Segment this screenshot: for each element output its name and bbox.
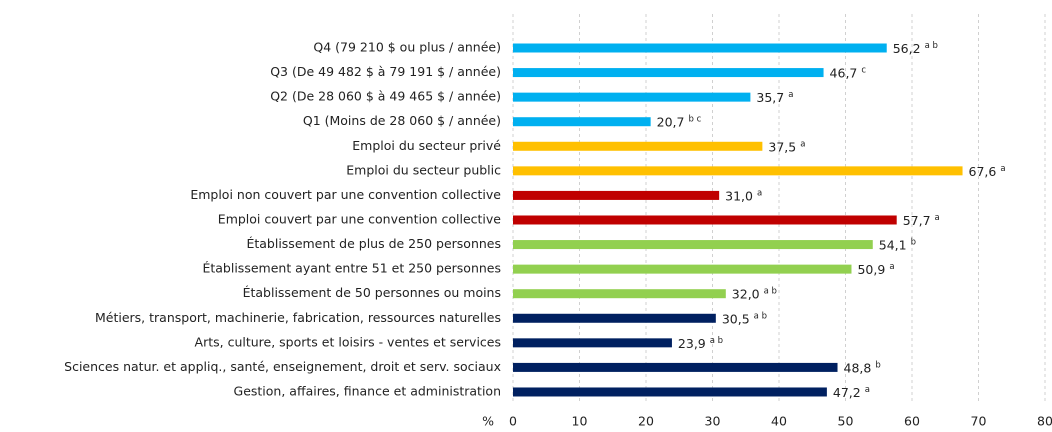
value-label-note: b c bbox=[688, 114, 701, 124]
x-tick-label: 70 bbox=[971, 414, 987, 429]
y-tick-label: Emploi du secteur privé bbox=[352, 138, 501, 153]
value-label: 67,6 a bbox=[969, 163, 1006, 178]
value-label-number: 23,9 bbox=[678, 335, 706, 350]
value-label: 47,2 a bbox=[833, 384, 870, 399]
bar bbox=[513, 141, 763, 151]
value-label: 35,7 a bbox=[756, 90, 793, 105]
value-label-number: 20,7 bbox=[657, 114, 685, 129]
value-label-number: 67,6 bbox=[969, 163, 997, 178]
value-label: 30,5 a b bbox=[722, 311, 767, 326]
value-label-note: a b bbox=[925, 41, 938, 51]
value-label-number: 56,2 bbox=[893, 41, 921, 56]
value-label-note: a bbox=[1000, 163, 1005, 173]
value-label-number: 47,2 bbox=[833, 384, 861, 399]
x-tick-label: 20 bbox=[638, 414, 654, 429]
bar bbox=[513, 289, 726, 299]
value-label-note: c bbox=[861, 65, 866, 75]
value-label: 54,1 b bbox=[879, 237, 916, 252]
bar bbox=[513, 92, 751, 102]
value-label: 31,0 a bbox=[725, 188, 762, 203]
bar bbox=[513, 387, 827, 397]
x-tick-label: 10 bbox=[572, 414, 588, 429]
value-label-number: 46,7 bbox=[830, 65, 858, 80]
value-label: 50,9 a bbox=[857, 262, 894, 277]
value-label: 37,5 a bbox=[768, 139, 805, 154]
value-label-number: 32,0 bbox=[732, 286, 760, 301]
y-tick-label: Emploi non couvert par une convention co… bbox=[190, 187, 501, 202]
value-label-note: a bbox=[800, 139, 805, 149]
value-label-note: a bbox=[865, 384, 870, 394]
value-label-number: 31,0 bbox=[725, 188, 753, 203]
value-label-number: 50,9 bbox=[857, 262, 885, 277]
y-tick-label: Sciences natur. et appliq., santé, ensei… bbox=[64, 359, 501, 374]
value-label-number: 57,7 bbox=[903, 212, 931, 227]
y-tick-label: Q1 (Moins de 28 060 $ / année) bbox=[303, 113, 501, 128]
value-label: 57,7 a bbox=[903, 212, 940, 227]
y-tick-label: Emploi du secteur public bbox=[346, 162, 501, 177]
value-label-note: a b bbox=[764, 286, 777, 296]
value-label-note: a bbox=[935, 212, 940, 222]
y-tick-label: Arts, culture, sports et loisirs - vente… bbox=[195, 334, 501, 349]
y-tick-label: Q3 (De 49 482 $ à 79 191 $ / année) bbox=[270, 64, 501, 79]
value-label-note: a bbox=[889, 262, 894, 272]
y-tick-label: Établissement ayant entre 51 et 250 pers… bbox=[202, 261, 501, 276]
y-tick-label: Q2 (De 28 060 $ à 49 465 $ / année) bbox=[270, 89, 501, 104]
value-label-number: 37,5 bbox=[768, 139, 796, 154]
bar bbox=[513, 215, 897, 225]
value-label: 23,9 a b bbox=[678, 335, 723, 350]
value-label: 32,0 a b bbox=[732, 286, 777, 301]
bar bbox=[513, 338, 672, 348]
bar bbox=[513, 166, 963, 176]
value-label-number: 35,7 bbox=[756, 90, 784, 105]
value-label-number: 30,5 bbox=[722, 311, 750, 326]
value-label: 46,7 c bbox=[830, 65, 867, 80]
bar bbox=[513, 240, 873, 250]
value-label: 48,8 b bbox=[844, 360, 881, 375]
x-tick-label: 60 bbox=[904, 414, 920, 429]
y-tick-label: Gestion, affaires, finance et administra… bbox=[234, 383, 501, 398]
bar bbox=[513, 190, 720, 200]
x-tick-label: 30 bbox=[705, 414, 721, 429]
value-label-number: 54,1 bbox=[879, 237, 907, 252]
bar bbox=[513, 117, 651, 127]
value-label-note: a b bbox=[754, 311, 767, 321]
bar bbox=[513, 313, 716, 323]
bar bbox=[513, 362, 838, 372]
y-tick-label: Emploi couvert par une convention collec… bbox=[218, 211, 502, 226]
y-tick-label: Établissement de plus de 250 personnes bbox=[246, 236, 501, 251]
x-axis-label: % bbox=[482, 414, 494, 429]
value-label: 56,2 a b bbox=[893, 41, 938, 56]
bar bbox=[513, 68, 824, 78]
value-label-number: 48,8 bbox=[844, 360, 872, 375]
y-tick-label: Métiers, transport, machinerie, fabricat… bbox=[95, 310, 501, 325]
value-label-note: a bbox=[757, 188, 762, 198]
value-label: 20,7 b c bbox=[657, 114, 702, 129]
bar bbox=[513, 264, 852, 274]
y-tick-label: Q4 (79 210 $ ou plus / année) bbox=[313, 40, 501, 55]
value-label-note: b bbox=[911, 237, 916, 247]
x-tick-label: 0 bbox=[509, 414, 517, 429]
x-tick-label: 80 bbox=[1037, 414, 1052, 429]
bar bbox=[513, 43, 887, 53]
x-tick-label: 40 bbox=[771, 414, 787, 429]
value-label-note: a b bbox=[710, 335, 723, 345]
value-label-note: b bbox=[875, 360, 880, 370]
value-label-note: a bbox=[788, 90, 793, 100]
x-tick-label: 50 bbox=[838, 414, 854, 429]
y-tick-label: Établissement de 50 personnes ou moins bbox=[243, 285, 501, 300]
